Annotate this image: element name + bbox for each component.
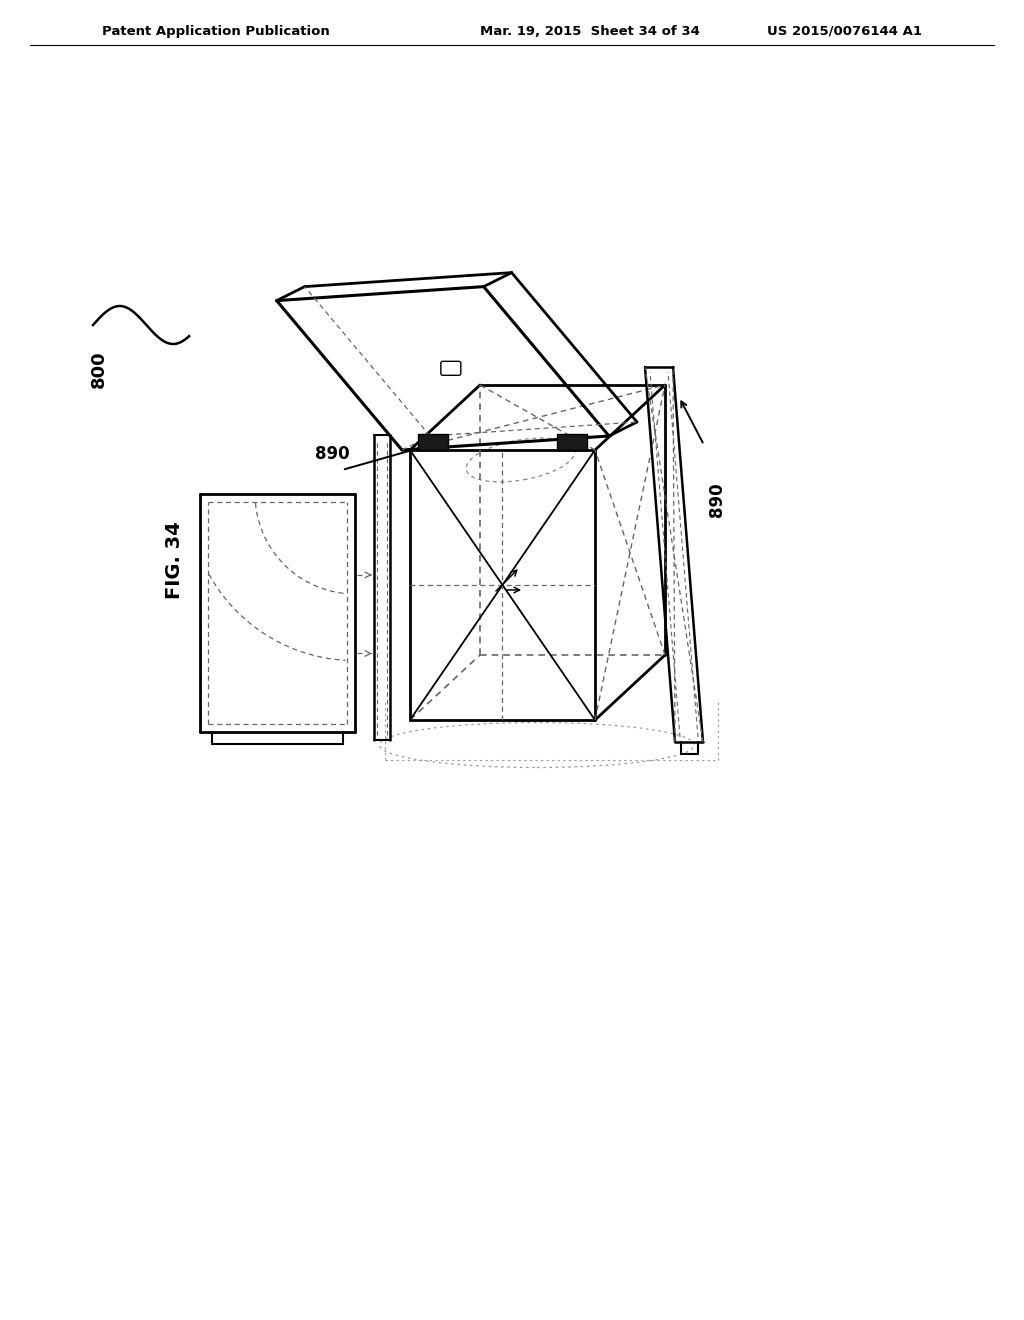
Polygon shape	[418, 434, 449, 450]
Text: Patent Application Publication: Patent Application Publication	[102, 25, 330, 38]
Text: FIG. 34: FIG. 34	[166, 521, 184, 599]
Text: 890: 890	[708, 483, 726, 517]
Polygon shape	[557, 434, 587, 450]
Text: 800: 800	[90, 350, 108, 388]
Text: Mar. 19, 2015  Sheet 34 of 34: Mar. 19, 2015 Sheet 34 of 34	[480, 25, 699, 38]
FancyBboxPatch shape	[440, 362, 461, 375]
Text: US 2015/0076144 A1: US 2015/0076144 A1	[767, 25, 922, 38]
Text: 890: 890	[314, 445, 349, 463]
